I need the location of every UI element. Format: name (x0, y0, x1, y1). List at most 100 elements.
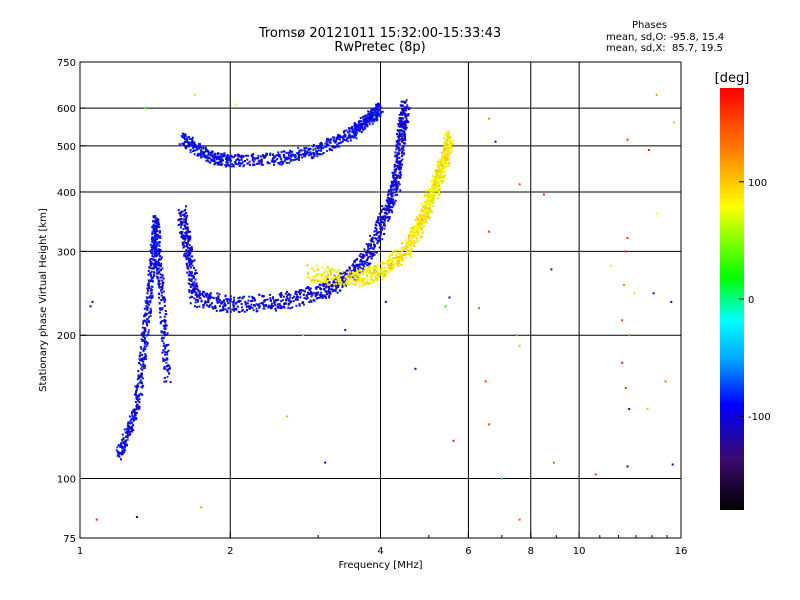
data-point (149, 307, 152, 310)
data-point (404, 109, 407, 112)
data-point (241, 297, 244, 300)
data-point (365, 280, 368, 283)
data-point (128, 415, 131, 418)
data-point (384, 215, 387, 218)
data-point (444, 140, 447, 143)
data-point (190, 255, 193, 258)
data-point (383, 207, 386, 210)
data-point (443, 147, 446, 150)
data-point (351, 126, 354, 129)
data-point (377, 216, 380, 219)
data-point (273, 155, 275, 158)
data-point (297, 153, 300, 156)
data-point (396, 135, 399, 138)
data-point (368, 119, 371, 122)
data-point (402, 139, 405, 142)
data-point (205, 156, 208, 159)
data-point (218, 305, 221, 308)
data-point (160, 320, 163, 323)
data-point (312, 276, 315, 279)
data-point (146, 308, 149, 311)
data-point (340, 141, 343, 144)
data-point (164, 353, 166, 356)
data-point (337, 269, 340, 272)
data-point (200, 156, 203, 158)
data-point (388, 211, 391, 214)
data-point (253, 304, 256, 307)
data-point (145, 312, 148, 315)
data-point (243, 295, 246, 298)
data-point (213, 153, 216, 155)
data-point (246, 309, 248, 312)
data-point (395, 159, 398, 162)
data-point (364, 250, 367, 253)
data-point (344, 274, 347, 277)
data-point (350, 277, 353, 280)
data-point (387, 198, 390, 201)
data-point (390, 264, 393, 267)
data-point (365, 252, 368, 254)
data-point (142, 362, 145, 365)
data-point (347, 136, 350, 139)
data-point (278, 161, 281, 164)
data-point (419, 221, 422, 224)
data-point (296, 293, 298, 296)
data-point (374, 245, 376, 248)
x-tick-label: 4 (377, 546, 383, 557)
data-point (325, 276, 328, 279)
data-point (187, 253, 190, 256)
data-point (215, 309, 218, 312)
data-point (200, 148, 203, 151)
data-point (424, 219, 427, 222)
data-point (150, 297, 153, 300)
data-point (350, 272, 353, 275)
data-point (364, 260, 367, 263)
data-point (160, 291, 163, 294)
data-point (246, 302, 249, 305)
data-point (316, 145, 319, 148)
data-point (441, 159, 444, 162)
data-point (378, 223, 381, 226)
data-point (402, 153, 405, 156)
data-point (361, 255, 364, 258)
data-point (198, 142, 201, 145)
data-point (197, 154, 200, 156)
data-point (367, 244, 370, 247)
data-point (143, 319, 146, 322)
data-point (374, 226, 377, 229)
data-point (150, 251, 153, 254)
data-point (149, 287, 152, 290)
data-point (156, 272, 159, 275)
data-point (138, 401, 141, 403)
data-point (401, 158, 404, 161)
data-point (151, 240, 154, 243)
data-point (396, 139, 399, 142)
data-point (289, 307, 292, 310)
data-point (412, 224, 415, 227)
data-point (436, 184, 439, 187)
data-point (315, 287, 318, 290)
data-point (191, 290, 194, 293)
data-point (159, 308, 162, 311)
data-point (419, 217, 422, 220)
data-point (380, 269, 383, 272)
data-point (439, 192, 442, 195)
data-point (381, 205, 384, 208)
data-point (151, 258, 154, 260)
data-point (138, 395, 141, 398)
data-point (140, 382, 143, 385)
data-point (146, 317, 149, 320)
data-point (381, 221, 384, 224)
data-point (232, 301, 235, 304)
data-point (381, 270, 384, 273)
data-point (426, 194, 429, 197)
data-point (381, 278, 384, 281)
data-point (204, 150, 207, 153)
data-point (120, 441, 123, 444)
data-point (297, 291, 300, 294)
data-point (321, 295, 324, 298)
data-point (357, 277, 359, 280)
data-point (186, 229, 189, 232)
data-point (131, 430, 134, 433)
data-point (145, 341, 148, 344)
